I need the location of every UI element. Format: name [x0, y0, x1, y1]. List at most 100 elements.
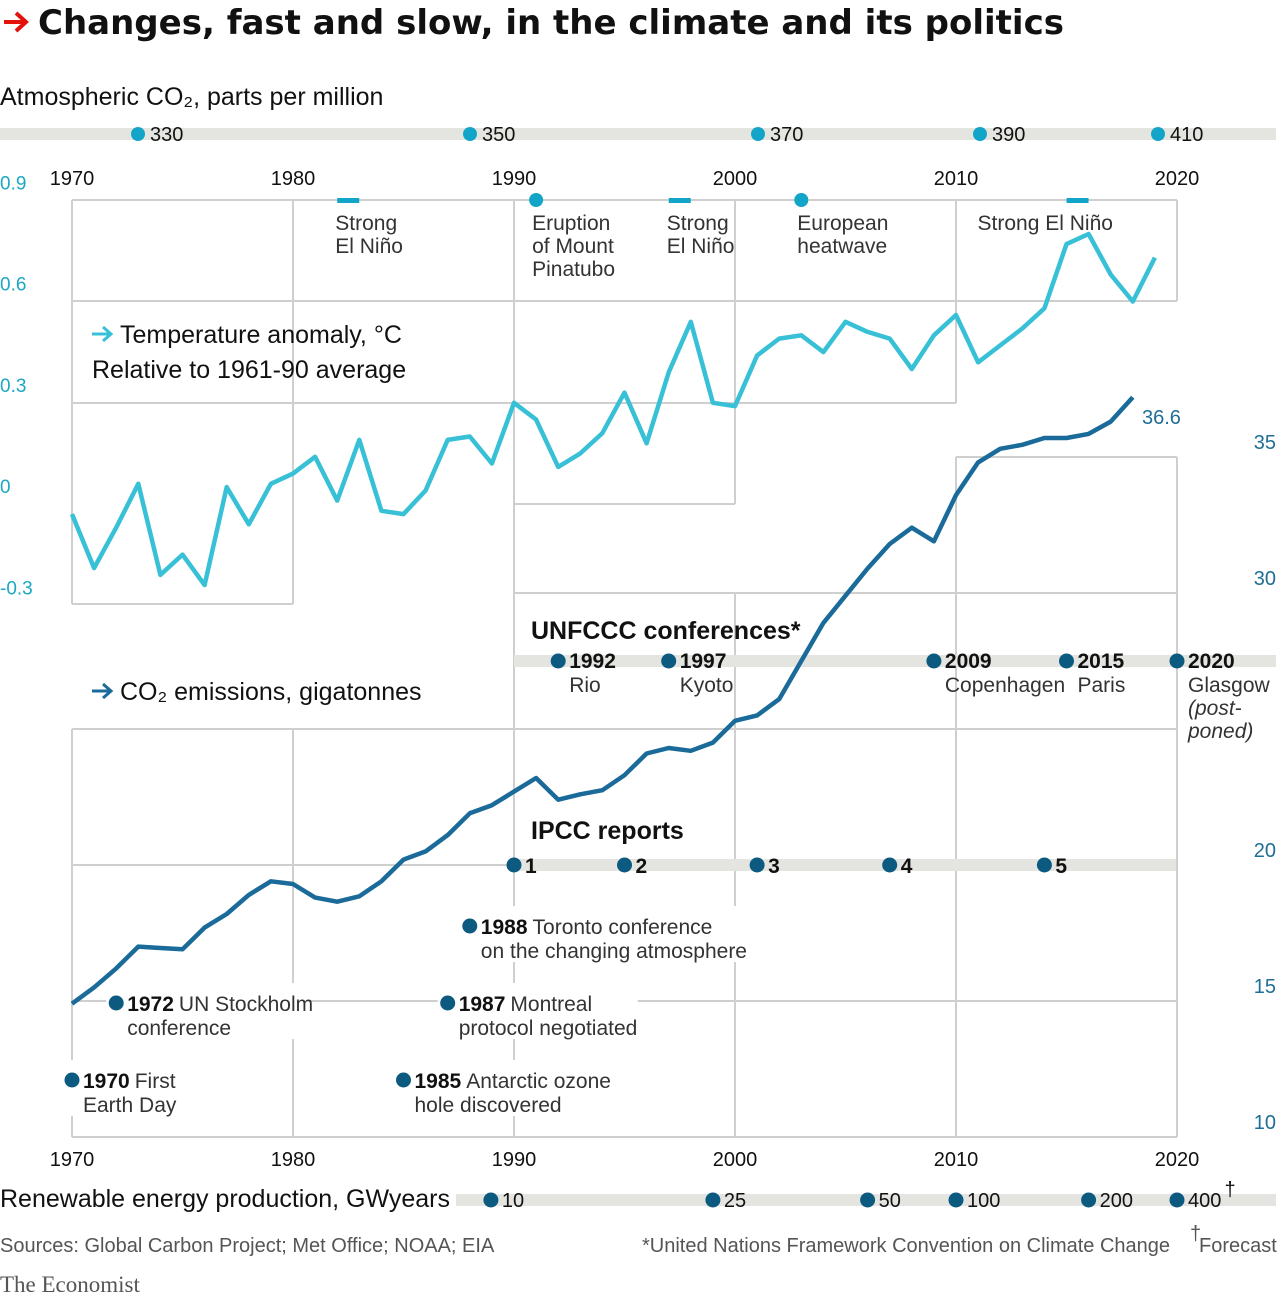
co2-ppm-value: 410	[1170, 124, 1203, 146]
unfccc-place: Glasgow	[1188, 674, 1271, 697]
bottom-year-label: 1980	[271, 1149, 316, 1171]
temperature-subtitle: Relative to 1961-90 average	[92, 356, 406, 384]
event-dot	[794, 193, 809, 207]
el-nino-marker	[1066, 198, 1089, 203]
bottom-year-label: 1970	[50, 1149, 95, 1171]
milestone-dot	[462, 918, 478, 934]
el-nino-marker	[337, 198, 360, 203]
milestone-desc-2: conference	[127, 1017, 231, 1040]
unfccc-year: 1992	[569, 650, 616, 673]
title-arrow-icon	[4, 11, 29, 33]
co2-ppm-dot	[1151, 127, 1165, 141]
milestone-year: 1985	[415, 1070, 462, 1093]
temperature-event-label: Pinatubo	[532, 258, 615, 281]
ipcc-dot	[506, 857, 522, 873]
bottom-year-label: 2000	[713, 1149, 758, 1171]
emissions-tick-label: 10	[1254, 1112, 1276, 1134]
co2-ppm-value: 390	[992, 124, 1025, 146]
milestone-text: 1987 Montreal	[459, 993, 592, 1016]
temperature-event-label: Strong	[335, 212, 397, 235]
milestone-desc-2: protocol negotiated	[459, 1017, 638, 1040]
renewables-value: 50	[879, 1190, 901, 1212]
milestone-text: 1985 Antarctic ozone	[415, 1070, 611, 1093]
renewables-markers: 10 25 50 100 200 400 †	[483, 1179, 1236, 1212]
co2-ppm-markers: 330 350 370 390 410	[131, 124, 1203, 146]
temperature-title: Temperature anomaly, °C	[120, 321, 402, 349]
temperature-event-label: heatwave	[797, 235, 887, 258]
temperature-arrow-icon	[92, 325, 114, 343]
milestone-backdrop	[393, 1060, 594, 1116]
milestone-text: 1988 Toronto conference	[481, 916, 713, 939]
ipcc-label: IPCC reports	[531, 817, 684, 845]
bottom-year-label: 2010	[934, 1149, 979, 1171]
co2-ppm-dot	[751, 127, 765, 141]
milestone-backdrop	[437, 983, 638, 1039]
ipcc-report-number: 5	[1055, 855, 1067, 878]
ipcc-report-number: 3	[768, 855, 780, 878]
temperature-event-label: Strong	[667, 212, 729, 235]
temperature-y-axis: 0.9 0.6 0.3 0 -0.3	[0, 173, 33, 599]
forecast-dagger: †	[1190, 1223, 1201, 1245]
top-year-label: 2000	[713, 168, 758, 190]
renewables-dot	[483, 1192, 499, 1208]
unfccc-year: 2009	[945, 650, 992, 673]
forecast-note: Forecast	[1199, 1235, 1277, 1257]
bottom-year-axis: 1970 1980 1990 2000 2010 2020	[50, 1149, 1200, 1171]
temperature-event-label: Eruption	[532, 212, 610, 235]
co2-ppm-value: 330	[150, 124, 183, 146]
emissions-tick-label: 30	[1254, 568, 1276, 590]
milestone-desc-2: on the changing atmosphere	[481, 940, 747, 963]
temperature-tick-label: 0	[0, 477, 11, 498]
renewables-dot	[1169, 1192, 1185, 1208]
temperature-line	[69, 231, 1157, 588]
chart-title: Changes, fast and slow, in the climate a…	[38, 3, 1064, 43]
renewables-value: 10	[502, 1190, 524, 1212]
event-dot	[529, 193, 544, 207]
temperature-event-label: El Niño	[335, 235, 403, 258]
ipcc-report-number: 2	[636, 855, 648, 878]
unfccc-footnote: *United Nations Framework Convention on …	[642, 1235, 1170, 1257]
milestone-desc: First	[135, 1070, 176, 1093]
milestone-desc: Antarctic ozone	[466, 1070, 611, 1093]
milestone-desc-2: Earth Day	[83, 1094, 177, 1117]
renewables-dot	[860, 1192, 876, 1208]
temperature-tick-label: 0.9	[0, 173, 26, 194]
unfccc-dot	[926, 653, 942, 669]
unfccc-band	[514, 655, 1276, 667]
milestone-dot	[108, 995, 124, 1011]
temperature-event-label: Strong El Niño	[978, 212, 1113, 235]
top-year-axis: 1970 1980 1990 2000 2010 2020	[50, 168, 1200, 190]
top-year-label: 1970	[50, 168, 95, 190]
milestone-year: 1970	[83, 1070, 130, 1093]
emissions-y-axis: 35 30 20 15 10	[1254, 432, 1276, 1134]
ipcc-dot	[1036, 857, 1052, 873]
unfccc-place: Paris	[1078, 674, 1126, 697]
milestone-dot	[64, 1072, 80, 1088]
milestone-backdrop	[106, 983, 307, 1039]
milestone-backdrop	[62, 1060, 262, 1116]
unfccc-dot	[1059, 653, 1074, 669]
top-year-label: 2020	[1155, 168, 1200, 190]
unfccc-place: Rio	[569, 674, 601, 697]
emissions-line	[70, 395, 1135, 1006]
ipcc-markers: 1 2 3 4 5	[506, 855, 1067, 878]
unfccc-note: (post-	[1188, 697, 1242, 720]
milestone-desc-2: hole discovered	[415, 1094, 562, 1117]
co2-ppm-dot	[131, 127, 145, 141]
bottom-year-label: 1990	[492, 1149, 537, 1171]
milestone-text: 1970 First	[83, 1070, 176, 1093]
emissions-tick-label: 15	[1254, 976, 1276, 998]
emissions-tick-label: 20	[1254, 840, 1276, 862]
ipcc-report-number: 1	[525, 855, 537, 878]
unfccc-dot	[661, 653, 677, 669]
temperature-tick-label: 0.3	[0, 376, 26, 397]
temperature-event-label: European	[797, 212, 888, 235]
milestone-year: 1988	[481, 916, 528, 939]
renewables-label: Renewable energy production, GWyears	[0, 1185, 450, 1213]
temperature-tick-label: 0.6	[0, 275, 26, 296]
renewables-value: 100	[967, 1190, 1000, 1212]
emissions-arrow-icon	[92, 682, 114, 700]
temperature-event-label: of Mount	[532, 235, 614, 258]
